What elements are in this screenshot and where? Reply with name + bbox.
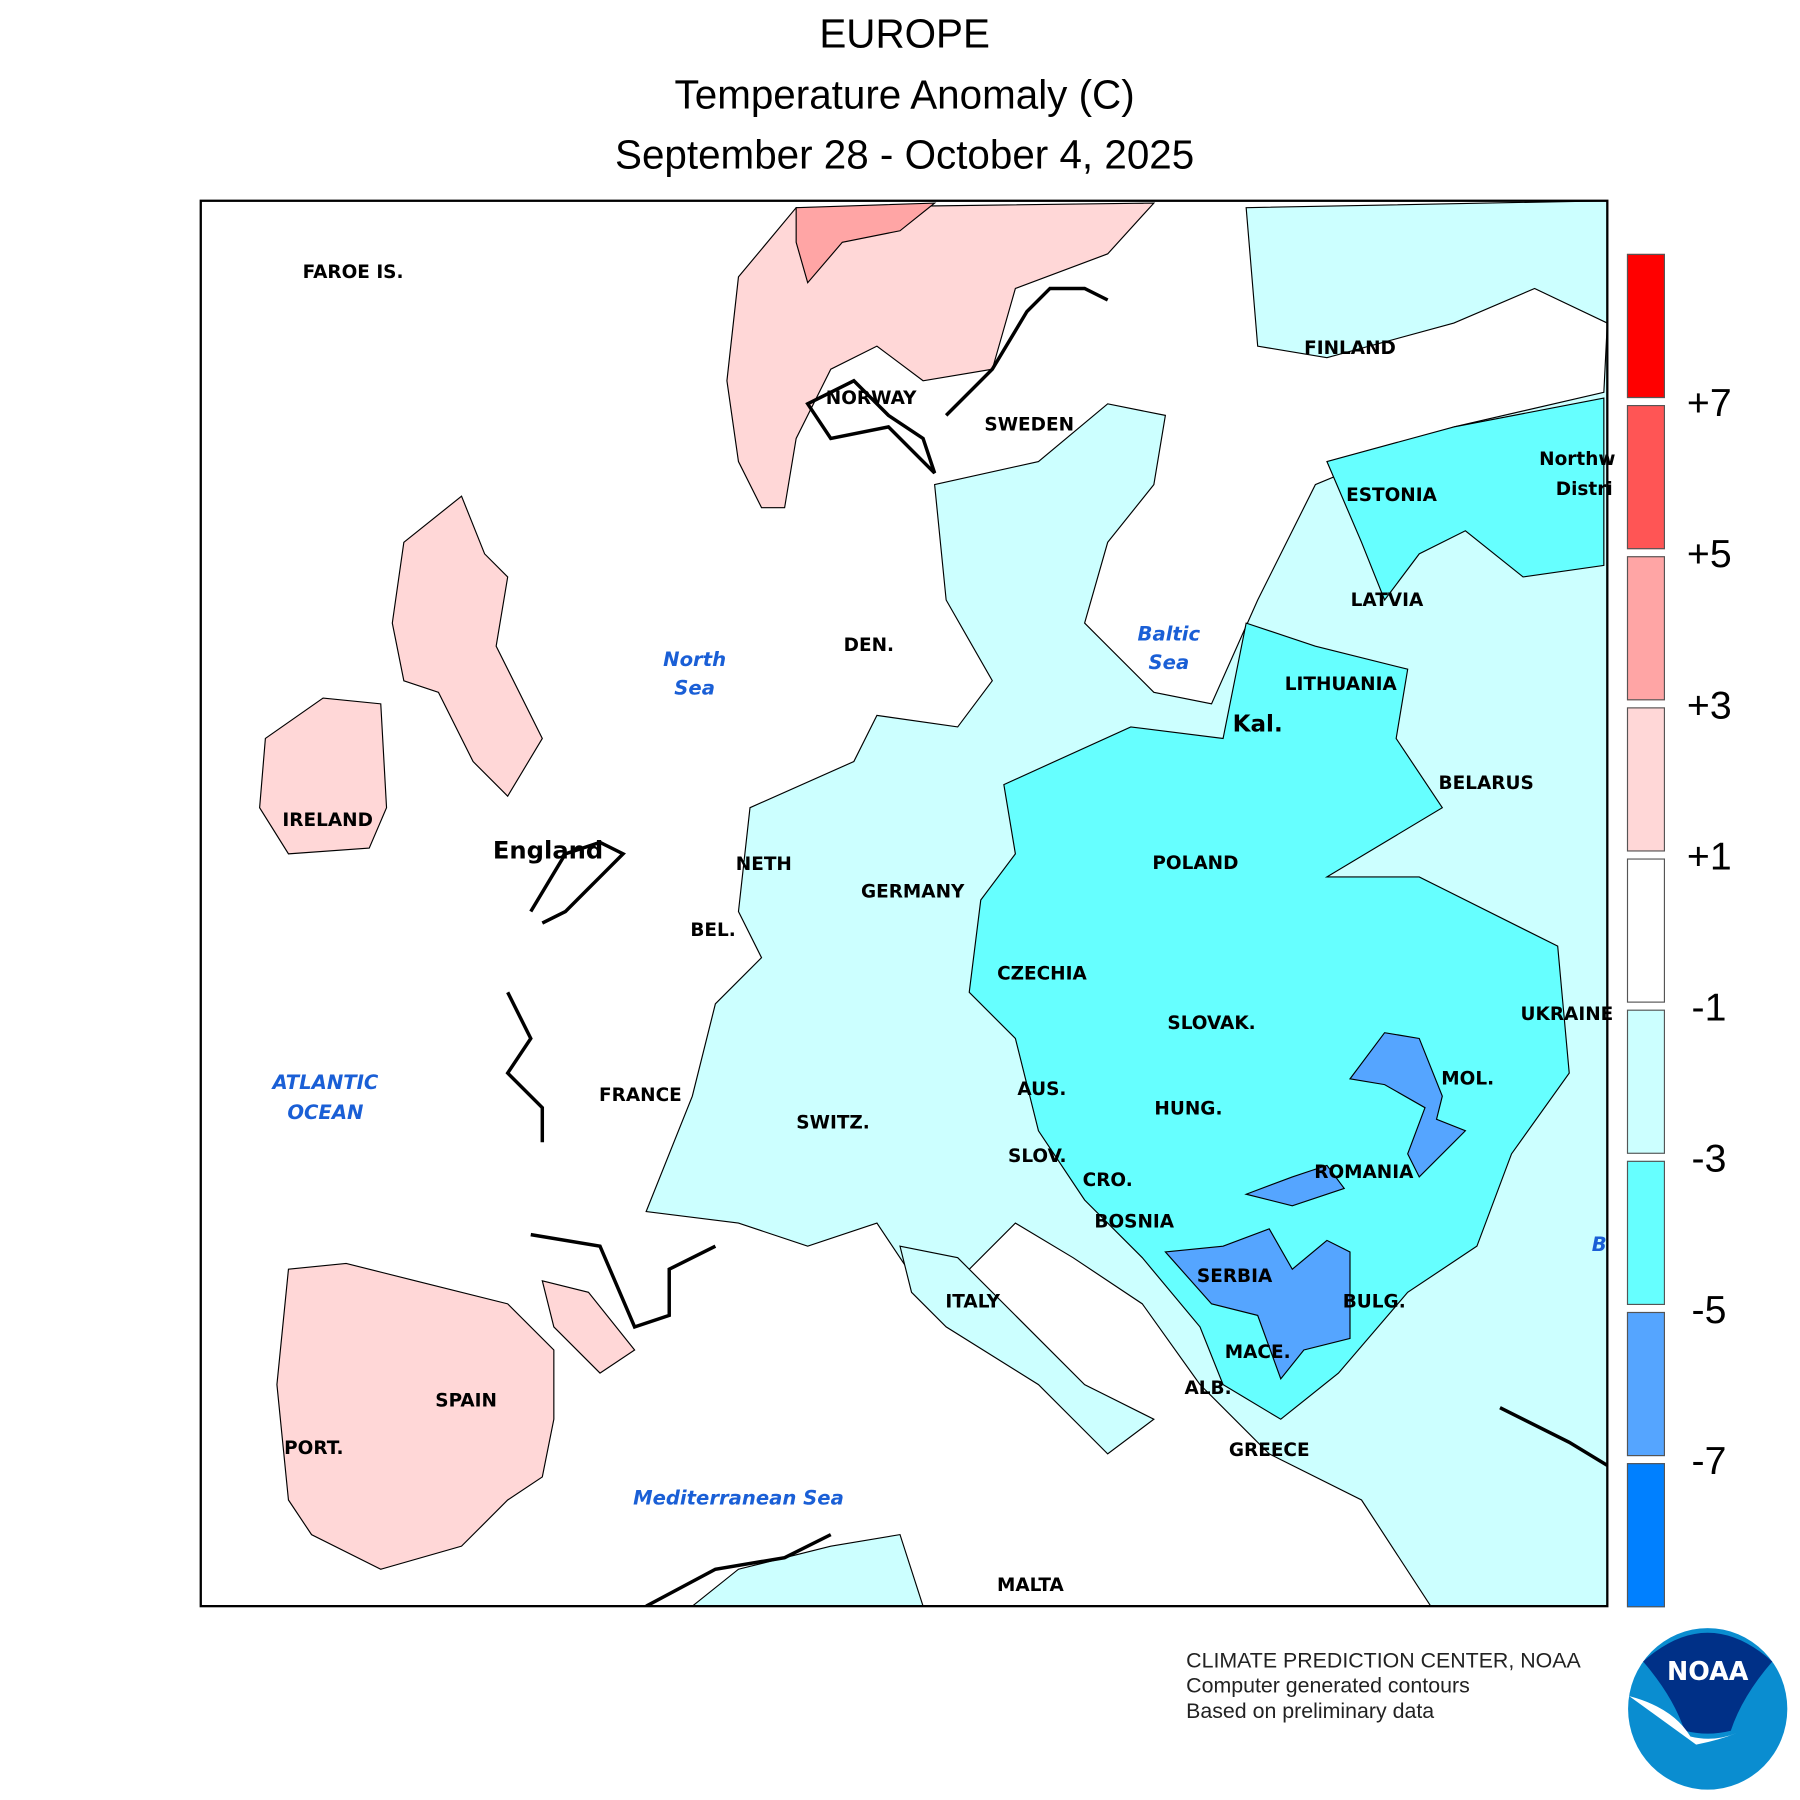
- label-slovakia: SLOVAK.: [1167, 1013, 1255, 1034]
- label-ireland: IRELAND: [282, 810, 372, 831]
- legend-label: -1: [1691, 985, 1727, 1030]
- label-bosnia: BOSNIA: [1094, 1212, 1174, 1233]
- label-portugal: PORT.: [284, 1438, 343, 1459]
- label-macedonia: MACE.: [1225, 1342, 1291, 1363]
- title-variable: Temperature Anomaly (C): [674, 72, 1135, 118]
- label-hungary: HUNG.: [1154, 1099, 1222, 1120]
- contour-line: [530, 1232, 717, 1330]
- label-north-sea-1: North: [663, 648, 726, 671]
- contour-line: [645, 1533, 832, 1607]
- label-sweden: SWEDEN: [984, 414, 1074, 435]
- region-cyan-central: [968, 622, 1570, 1420]
- region-pink-ireland: [259, 697, 388, 855]
- legend-swatch: [1626, 1311, 1665, 1457]
- label-atlantic-2: OCEAN: [287, 1101, 363, 1124]
- label-finland: FINLAND: [1304, 338, 1396, 359]
- label-latvia: LATVIA: [1351, 590, 1424, 611]
- label-norway: NORWAY: [826, 388, 917, 409]
- label-northwest-1: Northw: [1539, 449, 1615, 470]
- region-cyan-italy: [899, 1245, 1155, 1455]
- legend-label: +1: [1686, 834, 1732, 879]
- label-italy: ITALY: [945, 1291, 1000, 1312]
- noaa-logo: NOAA: [1628, 1628, 1788, 1790]
- title-region: EUROPE: [819, 11, 990, 57]
- region-blue-serbia: [1164, 1228, 1351, 1381]
- region-pink-norway: [726, 202, 1156, 509]
- legend-swatch: [1626, 556, 1665, 701]
- label-moldova: MOL.: [1441, 1069, 1494, 1090]
- label-france: FRANCE: [599, 1085, 682, 1106]
- label-lithuania: LITHUANIA: [1285, 674, 1398, 695]
- label-kaliningrad: Kal.: [1233, 712, 1283, 738]
- contour-line: [944, 286, 1109, 417]
- label-poland: POLAND: [1152, 853, 1238, 874]
- legend-swatch: [1626, 253, 1665, 399]
- region-pink-uk: [391, 495, 543, 798]
- region-pink-pyrenees: [541, 1279, 636, 1374]
- legend-label: -7: [1691, 1439, 1727, 1484]
- label-spain: SPAIN: [435, 1391, 497, 1412]
- label-albania: ALB.: [1185, 1378, 1232, 1399]
- credit-line-1: CLIMATE PREDICTION CENTER, NOAA: [1186, 1647, 1581, 1672]
- label-baltic-sea-2: Sea: [1149, 651, 1190, 674]
- legend-swatch: [1626, 858, 1665, 1003]
- label-denmark: DEN.: [844, 635, 894, 656]
- label-ukraine: UKRAINE: [1521, 1004, 1614, 1025]
- label-faroe: FAROE IS.: [303, 262, 404, 283]
- credit-line-3: Based on preliminary data: [1186, 1698, 1435, 1723]
- region-blue-romania: [1244, 1164, 1346, 1207]
- legend-swatch: [1626, 1160, 1665, 1305]
- region-cyan-africa: [691, 1533, 924, 1607]
- credit-line-2: Computer generated contours: [1186, 1673, 1470, 1698]
- label-germany: GERMANY: [861, 882, 965, 903]
- label-serbia: SERBIA: [1197, 1266, 1273, 1287]
- contour-line: [805, 378, 937, 475]
- label-croatia: CRO.: [1083, 1170, 1133, 1191]
- label-england: England: [493, 836, 603, 864]
- label-romania: ROMANIA: [1314, 1162, 1414, 1183]
- legend-swatch: [1626, 1463, 1665, 1608]
- label-baltic-sea-1: Baltic: [1138, 622, 1201, 645]
- title-dates: September 28 - October 4, 2025: [615, 132, 1195, 178]
- country-labels: FAROE IS. NORWAY SWEDEN FINLAND Northw D…: [270, 262, 1615, 1596]
- label-northwest-2: Distri: [1556, 479, 1613, 500]
- label-greece: GREECE: [1229, 1440, 1310, 1461]
- label-malta: MALTA: [997, 1575, 1065, 1596]
- label-black-sea: B: [1592, 1233, 1607, 1256]
- label-slovenia: SLOV.: [1008, 1146, 1067, 1167]
- contour-line: [529, 840, 626, 925]
- label-north-sea-2: Sea: [674, 677, 715, 700]
- region-rose-norway: [795, 202, 937, 284]
- label-estonia: ESTONIA: [1346, 485, 1437, 506]
- legend-label: +5: [1686, 532, 1732, 577]
- map-frame: [199, 199, 1609, 1608]
- legend-label: -5: [1691, 1288, 1727, 1333]
- label-switzerland: SWITZ.: [796, 1112, 870, 1133]
- label-mediterranean: Mediterranean Sea: [633, 1487, 844, 1510]
- legend-label: +3: [1686, 683, 1732, 728]
- noaa-logo-text: NOAA: [1667, 1656, 1749, 1686]
- contour-line: [505, 991, 545, 1143]
- legend-label: +7: [1686, 381, 1732, 426]
- contour-line: [1499, 1406, 1608, 1467]
- legend-swatch: [1626, 1009, 1665, 1154]
- label-atlantic-1: ATLANTIC: [270, 1071, 378, 1094]
- legend-label: -3: [1691, 1137, 1727, 1181]
- label-bulgaria: BULG.: [1343, 1291, 1406, 1312]
- label-austria: AUS.: [1017, 1079, 1066, 1100]
- region-pink-spain: [276, 1262, 555, 1570]
- label-belarus: BELARUS: [1439, 773, 1534, 794]
- label-czechia: CZECHIA: [997, 964, 1087, 985]
- label-netherlands: NETH: [736, 854, 792, 875]
- region-cyan-baltic: [1326, 397, 1605, 602]
- legend-swatch: [1626, 707, 1665, 852]
- region-blue-moldova: [1348, 1032, 1467, 1178]
- label-belgium: BEL.: [690, 920, 735, 941]
- legend-swatch: [1626, 404, 1665, 550]
